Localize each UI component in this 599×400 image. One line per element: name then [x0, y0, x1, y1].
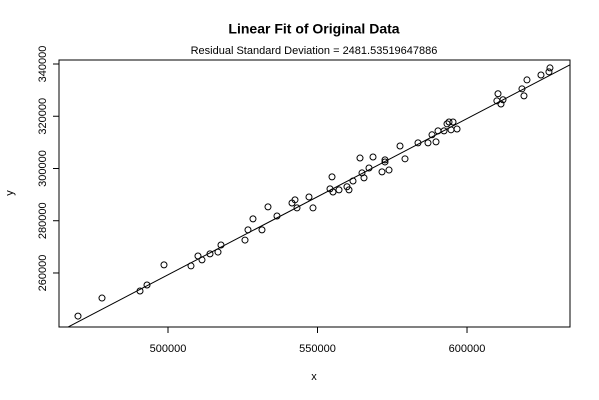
data-point — [293, 204, 301, 212]
y-tick-label: 300000 — [37, 150, 49, 187]
y-axis-label: y — [4, 190, 16, 196]
data-point — [360, 174, 368, 182]
y-tick-label: 340000 — [37, 46, 49, 83]
data-point — [494, 90, 502, 98]
data-point — [143, 281, 151, 289]
plot-area — [67, 64, 570, 327]
x-tick-label: 550000 — [299, 343, 336, 355]
data-point — [449, 118, 457, 126]
data-point — [497, 100, 505, 108]
data-point — [499, 96, 507, 104]
data-point — [424, 139, 432, 147]
data-point — [217, 241, 225, 249]
data-point — [396, 142, 404, 150]
data-point — [432, 138, 440, 146]
x-axis-label: x — [311, 371, 317, 383]
data-point — [385, 166, 393, 174]
data-point — [328, 173, 336, 181]
data-point — [356, 154, 364, 162]
x-tick-label: 500000 — [150, 343, 187, 355]
plot-frame — [58, 59, 571, 328]
data-point — [305, 193, 313, 201]
x-tick-label: 600000 — [449, 343, 486, 355]
data-point — [98, 294, 106, 302]
data-point — [258, 226, 266, 234]
data-point — [136, 287, 144, 295]
data-point — [244, 226, 252, 234]
data-point — [241, 236, 249, 244]
data-point — [365, 164, 373, 172]
y-tick-label: 260000 — [37, 255, 49, 292]
data-point — [401, 155, 409, 163]
data-point — [187, 262, 195, 270]
data-point — [378, 168, 386, 176]
data-point — [381, 158, 389, 166]
chart-subtitle: Residual Standard Deviation = 2481.53519… — [191, 45, 438, 57]
data-point — [545, 68, 553, 76]
data-point — [445, 118, 453, 126]
chart-title: Linear Fit of Original Data — [228, 21, 399, 37]
data-point — [74, 312, 82, 320]
data-point — [440, 127, 448, 135]
data-point — [523, 76, 531, 84]
data-point — [291, 196, 299, 204]
data-point — [160, 261, 168, 269]
fit-line — [67, 64, 570, 327]
data-point — [249, 215, 257, 223]
data-point — [453, 125, 461, 133]
data-point — [443, 120, 451, 128]
data-point — [428, 131, 436, 139]
data-point — [335, 186, 343, 194]
data-point — [546, 64, 554, 72]
data-point — [520, 92, 528, 100]
data-point — [198, 256, 206, 264]
data-point — [537, 71, 545, 79]
data-point — [518, 85, 526, 93]
data-point — [309, 204, 317, 212]
data-point — [273, 212, 281, 220]
data-point — [194, 252, 202, 260]
data-point — [345, 186, 353, 194]
data-point — [214, 248, 222, 256]
y-tick-label: 320000 — [37, 98, 49, 135]
data-point — [414, 139, 422, 147]
data-point — [206, 250, 214, 258]
data-point — [329, 188, 337, 196]
data-point — [349, 177, 357, 185]
data-point — [369, 153, 377, 161]
y-tick-label: 280000 — [37, 202, 49, 239]
data-point — [264, 203, 272, 211]
data-point — [381, 156, 389, 164]
